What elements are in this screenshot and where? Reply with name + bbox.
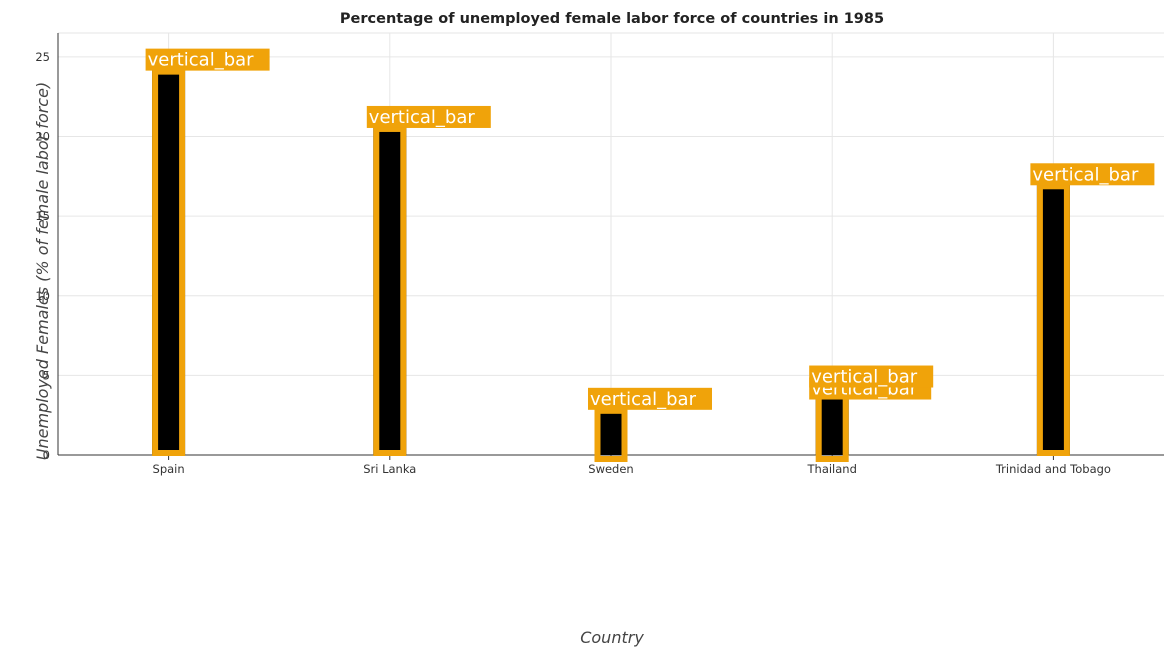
y-tick-label: 10 [35,289,50,303]
bar-annotation: vertical_bar [1030,163,1155,186]
annotation-label: vertical_bar [590,389,697,410]
annotation-box [1030,163,1155,186]
y-axis-label: Unemployed Females (% of female labor fo… [33,82,52,460]
annotation-box [588,387,712,410]
bar-annotation: vertical_bar [145,48,270,71]
annotation-box [809,365,934,388]
bar-highlight [594,407,628,463]
y-tick-label: 5 [43,368,50,382]
annotation-label: vertical_bar [369,107,476,128]
annotation-box [366,105,491,128]
annotation-box [145,48,270,71]
axes: 0 5 10 15 20 25 Spain Sri Lanka Sweden Thailand Tr… [35,33,1164,476]
y-tick-label: 0 [43,448,50,462]
x-axis-label: Country [580,628,644,647]
x-tick-label: Sweden [588,462,633,476]
bar-annotation: vertical_bar [366,105,491,128]
bars [152,68,1070,463]
chart-title: Percentage of unemployed female labor fo… [340,11,884,27]
x-tick-label: Trinidad and Tobago [995,462,1111,476]
bar-highlight [1036,183,1070,456]
annotation-label: vertical_bar [1032,164,1139,185]
annotation-label: vertical_bar [148,50,255,71]
y-tick-label: 15 [35,209,50,223]
annotation-label: vertical_bar [811,367,918,388]
y-tick-label: 20 [35,130,50,144]
x-tick-label: Spain [153,462,185,476]
bar-highlight [373,125,407,456]
bar-highlight [152,68,186,457]
bar-annotation: vertical_bar [588,387,712,410]
x-tick-label: Thailand [807,462,857,476]
x-tick-label: Sri Lanka [363,462,416,476]
y-tick-label: 25 [35,50,50,64]
